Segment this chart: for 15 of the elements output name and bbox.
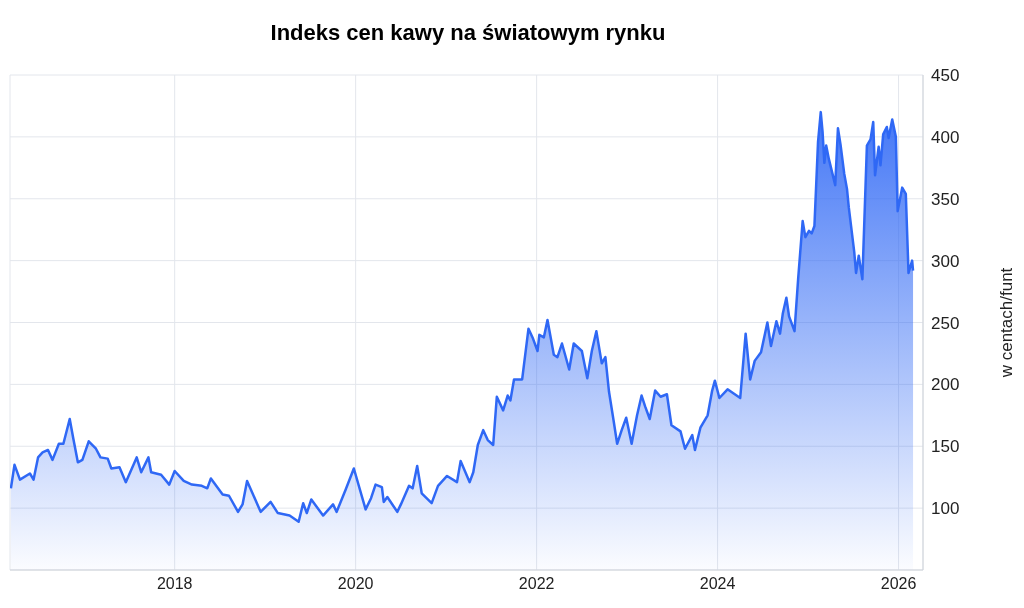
x-tick-label: 2024 [699, 575, 736, 593]
x-tick-label: 2018 [156, 575, 193, 593]
x-tick-label: 2020 [337, 575, 374, 593]
y-tick-label: 200 [931, 375, 960, 395]
y-axis-title: w centach/funt [997, 267, 1017, 379]
y-tick-label: 150 [931, 437, 960, 457]
y-tick-label: 300 [931, 251, 960, 271]
x-tick-label: 2026 [880, 575, 917, 593]
y-tick-label: 250 [931, 313, 960, 333]
y-tick-label: 400 [931, 127, 960, 147]
y-tick-label: 450 [931, 66, 960, 86]
chart-title: Indeks cen kawy na światowym rynku [269, 20, 667, 46]
y-tick-label: 100 [931, 499, 960, 519]
x-tick-label: 2022 [518, 575, 555, 593]
y-tick-label: 350 [931, 189, 960, 209]
